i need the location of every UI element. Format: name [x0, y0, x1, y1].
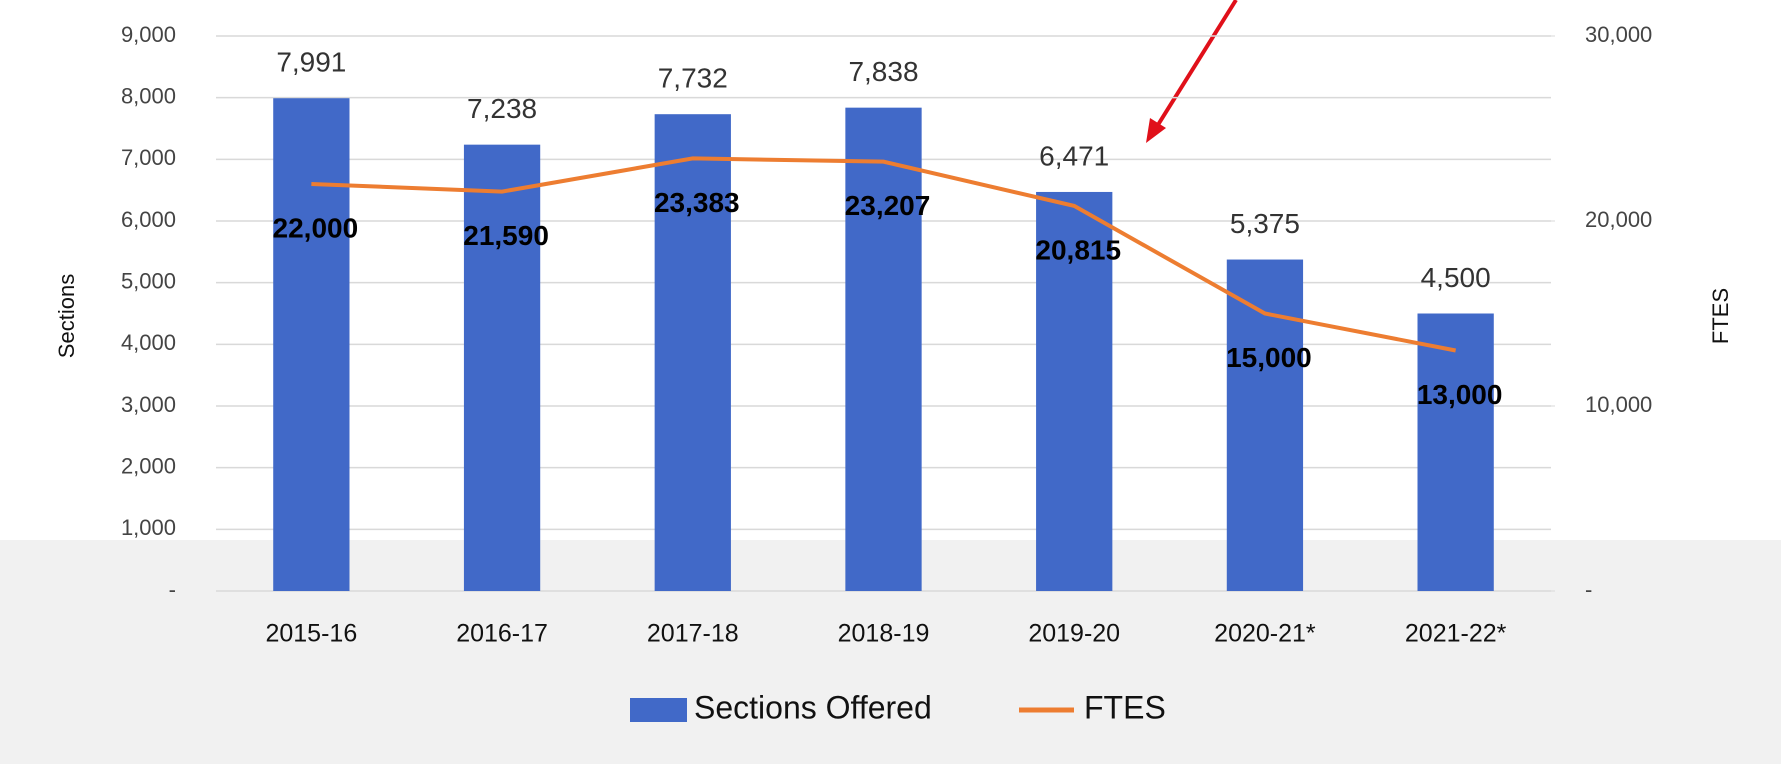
x-tick-label: 2018-19	[838, 620, 930, 648]
x-tick-label: 2017-18	[647, 620, 739, 648]
line-value-label: 21,590	[463, 220, 549, 251]
line-value-label: 22,000	[273, 212, 359, 243]
y-tick-label: -	[169, 577, 176, 602]
bar-value-label: 7,732	[658, 63, 728, 94]
legend-label: Sections Offered	[694, 689, 932, 725]
y-tick-label: 3,000	[121, 392, 176, 417]
legend-swatch	[630, 698, 687, 722]
y2-tick-label: 10,000	[1585, 392, 1652, 417]
y-tick-label: 6,000	[121, 207, 176, 232]
bar-value-label: 7,838	[848, 56, 918, 87]
bar	[845, 108, 921, 591]
bar	[1227, 260, 1303, 591]
y2-axis-label: FTES	[1708, 288, 1733, 344]
y-tick-label: 5,000	[121, 268, 176, 293]
x-tick-label: 2020-21*	[1214, 620, 1316, 648]
line-value-label: 15,000	[1226, 342, 1312, 373]
x-tick-label: 2019-20	[1028, 620, 1120, 648]
legend-label: FTES	[1084, 689, 1166, 725]
bar-value-label: 4,500	[1421, 262, 1491, 293]
bar	[655, 114, 731, 591]
bar-value-label: 7,991	[276, 47, 346, 78]
annotation-arrow	[1146, 0, 1236, 143]
line-value-label: 13,000	[1417, 379, 1503, 410]
x-tick-label: 2021-22*	[1405, 620, 1507, 648]
x-tick-label: 2016-17	[456, 620, 548, 648]
chart: Sections FTES - 1,000 2,000 3,000 4,000 5,000…	[0, 0, 1781, 764]
y-tick-label: 1,000	[121, 515, 176, 540]
line-value-label: 23,207	[845, 190, 931, 221]
x-tick-label: 2015-16	[265, 620, 357, 648]
y-axis-label: Sections	[54, 274, 79, 358]
y2-tick-label: 30,000	[1585, 22, 1652, 47]
line-value-label: 20,815	[1035, 234, 1121, 265]
line-value-label: 23,383	[654, 187, 740, 218]
y-tick-label: 4,000	[121, 330, 176, 355]
bar	[1418, 314, 1494, 592]
bar-value-label: 6,471	[1039, 140, 1109, 171]
bar	[464, 145, 540, 591]
y2-tick-label: 20,000	[1585, 207, 1652, 232]
bar-value-label: 7,238	[467, 93, 537, 124]
y-tick-label: 8,000	[121, 83, 176, 108]
y-tick-label: 2,000	[121, 453, 176, 478]
bar-value-label: 5,375	[1230, 208, 1300, 239]
y2-tick-label: -	[1585, 577, 1592, 602]
y-tick-label: 7,000	[121, 145, 176, 170]
y-tick-label: 9,000	[121, 22, 176, 47]
bar	[273, 98, 349, 591]
